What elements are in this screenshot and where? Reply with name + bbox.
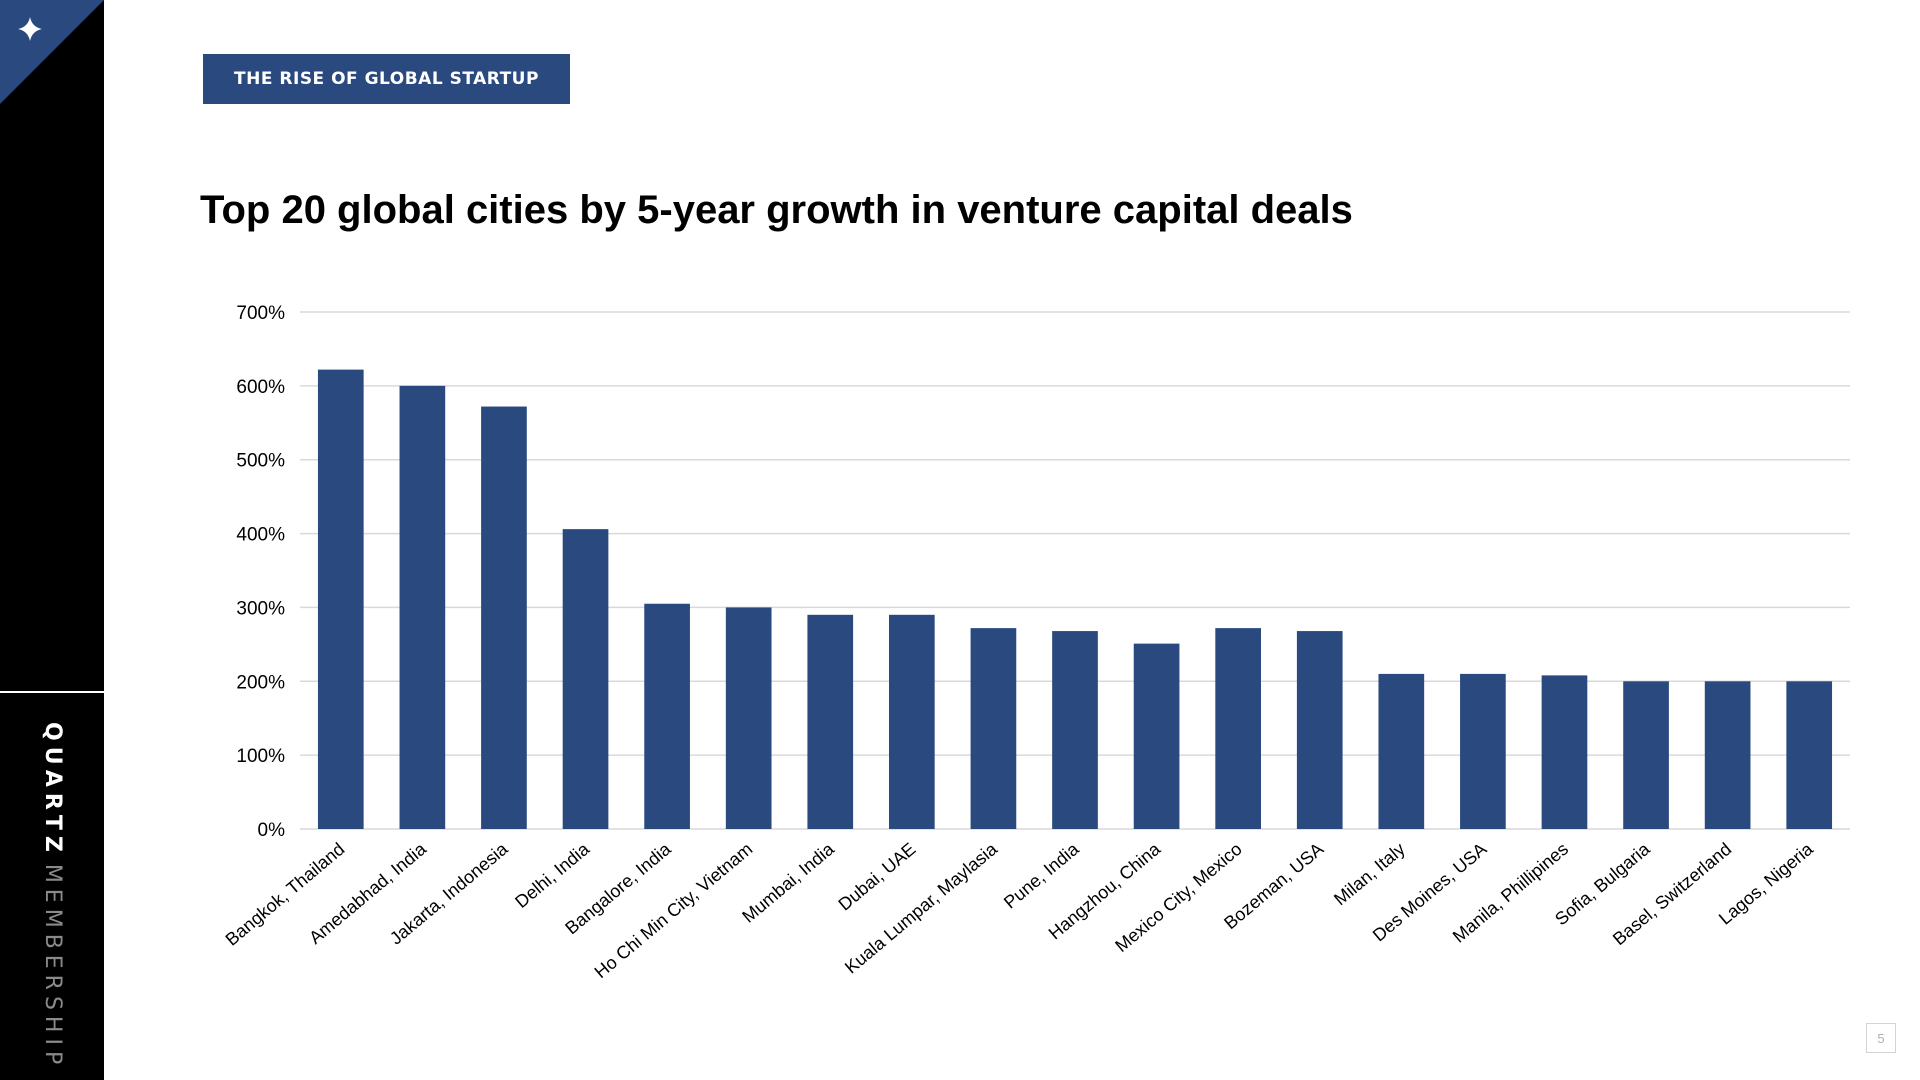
x-tick-label: Ho Chi Min City, Vietnam [591,839,757,982]
bar [562,529,609,829]
bar [481,406,527,829]
x-tick-label: Milan, Italy [1330,839,1409,910]
bar [317,369,364,829]
bar [1378,673,1425,829]
bar [889,614,935,829]
corner-accent [0,0,104,104]
y-tick-label: 100% [236,746,285,767]
bar [1215,628,1261,829]
page-number: 5 [1866,1023,1896,1053]
bar [1623,681,1669,829]
x-tick-label: Kuala Lumpar, Maylasia [841,838,1002,977]
bar [725,607,772,829]
bar [1541,675,1588,829]
bar [1460,673,1506,829]
sidebar: QUARTZMEMBERSHIP [0,0,104,1080]
bar [807,614,854,829]
y-tick-label: 600% [236,377,285,398]
bar [1296,631,1343,829]
y-tick-label: 200% [236,672,285,693]
bar [1704,681,1751,829]
sidebar-divider [0,691,104,693]
chart-title: Top 20 global cities by 5-year growth in… [200,188,1353,232]
x-tick-label: Pune, India [1000,838,1083,912]
bar [1052,631,1098,829]
y-tick-label: 400% [236,525,285,546]
x-tick-label: Delhi, India [511,838,594,912]
bar [644,603,690,829]
y-tick-label: 300% [236,598,285,619]
y-tick-label: 0% [258,820,286,841]
x-tick-label: Dubai, UAE [835,839,920,915]
bar [970,628,1017,829]
bar [1133,643,1180,829]
y-tick-label: 500% [236,451,285,472]
bar [1786,681,1833,829]
y-tick-label: 700% [236,303,285,324]
section-tag: THE RISE OF GLOBAL STARTUP CITIES [203,54,570,139]
bar [399,385,446,829]
four-point-star-icon [18,17,42,41]
